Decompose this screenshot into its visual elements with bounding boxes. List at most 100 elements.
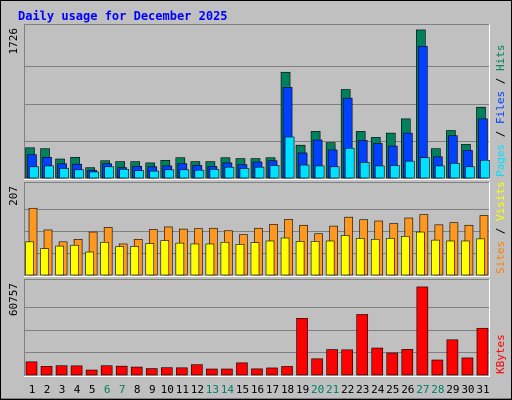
panel-visits: 207 Sites / Visits	[7, 181, 507, 277]
x-tick-label: 21	[326, 383, 339, 396]
bar-pages	[59, 168, 69, 179]
x-tick-label: 1	[29, 383, 36, 396]
x-tick-label: 11	[176, 383, 189, 396]
bar-kbytes	[311, 358, 323, 376]
bar-sites	[55, 245, 64, 276]
x-tick-label: 2	[44, 383, 51, 396]
x-tick-label: 10	[161, 383, 174, 396]
bar-kbytes	[236, 362, 248, 376]
x-tick-label: 5	[89, 383, 96, 396]
kbytes-max-label: 60757	[7, 283, 20, 316]
bar-sites	[476, 238, 485, 276]
x-tick-label: 20	[311, 383, 324, 396]
legend-pages: Pages	[494, 144, 507, 177]
legend-separator: /	[494, 221, 507, 241]
bar-kbytes	[221, 368, 233, 376]
bar-pages	[344, 147, 355, 179]
bar-sites	[280, 237, 290, 276]
x-tick-label: 6	[104, 383, 111, 396]
kbytes-bars	[25, 286, 489, 376]
bar-pages	[254, 166, 265, 179]
bar-kbytes	[266, 367, 278, 376]
bar-kbytes	[371, 347, 384, 376]
bar-sites	[205, 243, 215, 276]
x-tick-label: 7	[119, 383, 126, 396]
bar-kbytes	[40, 366, 53, 376]
x-tick-label: 23	[356, 383, 369, 396]
bar-kbytes	[115, 365, 128, 376]
x-tick-label: 15	[236, 383, 249, 396]
bar-kbytes	[176, 367, 188, 376]
bar-pages	[450, 163, 460, 179]
bar-kbytes	[446, 339, 459, 376]
x-tick-label: 22	[341, 383, 354, 396]
bar-kbytes	[25, 361, 38, 376]
bar-pages	[44, 165, 54, 179]
x-tick-label: 16	[251, 383, 264, 396]
bar-sites	[431, 239, 440, 276]
visits-bars	[25, 207, 489, 276]
bar-sites	[25, 241, 34, 276]
bar-sites	[295, 241, 305, 276]
hits-max-label: 1726	[7, 28, 20, 55]
kbytes-legend: KBytes	[494, 334, 507, 374]
bar-kbytes	[296, 318, 308, 376]
bar-pages	[164, 169, 175, 179]
bar-pages	[149, 170, 160, 179]
bar-sites	[175, 242, 185, 276]
visits-max-label: 207	[7, 186, 20, 206]
bar-sites	[220, 241, 230, 276]
bar-sites	[325, 240, 335, 276]
bar-kbytes	[461, 357, 474, 376]
bar-pages	[179, 169, 190, 179]
bar-sites	[145, 243, 155, 276]
x-tick-label: 24	[371, 383, 385, 396]
bar-pages	[89, 171, 99, 179]
x-tick-label: 9	[149, 383, 156, 396]
x-tick-label: 29	[446, 383, 459, 396]
panel-kbytes: 60757 KBytes	[7, 279, 507, 377]
bar-pages	[435, 165, 445, 179]
bar-pages	[209, 169, 220, 179]
bar-sites	[235, 244, 245, 276]
bar-pages	[405, 160, 415, 179]
bar-kbytes	[401, 349, 414, 376]
bar-kbytes	[70, 365, 83, 376]
bar-sites	[461, 240, 470, 276]
bar-kbytes	[130, 366, 143, 376]
bar-kbytes	[55, 365, 68, 376]
bar-pages	[329, 166, 340, 179]
bar-sites	[250, 242, 260, 276]
bar-sites	[446, 240, 455, 276]
bar-kbytes	[281, 366, 293, 376]
bar-sites	[416, 231, 425, 276]
panel-hits: 1726 Pages / Files / Hits	[7, 24, 507, 180]
x-tick-label: 14	[221, 383, 235, 396]
bar-pages	[359, 162, 370, 179]
x-tick-label: 3	[59, 383, 66, 396]
bar-sites	[130, 246, 140, 276]
legend-hits: Hits	[494, 45, 507, 72]
bar-pages	[314, 165, 325, 179]
bar-kbytes	[416, 286, 429, 376]
bar-kbytes	[251, 368, 263, 376]
bar-pages	[374, 165, 385, 179]
x-tick-label: 26	[401, 383, 414, 396]
bar-kbytes	[100, 365, 113, 376]
bar-pages	[239, 168, 250, 179]
bar-sites	[190, 243, 200, 276]
x-tick-label: 28	[431, 383, 444, 396]
bar-pages	[29, 166, 39, 179]
bar-pages	[104, 166, 114, 179]
x-tick-label: 12	[191, 383, 204, 396]
bar-kbytes	[191, 364, 203, 376]
legend-files: Files	[494, 91, 507, 124]
x-tick-label: 13	[206, 383, 219, 396]
bar-pages	[284, 136, 295, 179]
visits-legend: Sites / Visits	[494, 181, 507, 274]
bar-kbytes	[160, 367, 173, 376]
bar-pages	[74, 169, 84, 179]
bar-kbytes	[145, 368, 158, 376]
bar-sites	[355, 238, 365, 276]
